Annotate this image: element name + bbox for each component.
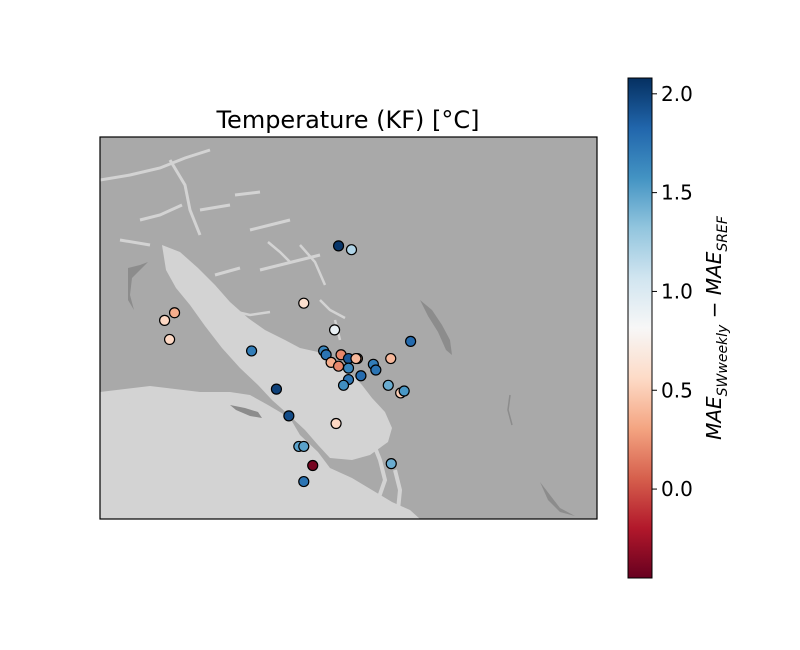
colorbar-label: MAESWweekly − MAESREF (702, 215, 731, 440)
map-frame (99, 136, 598, 520)
colorbar-ticks: 0.0 0.5 1.0 1.5 2.0 (652, 82, 693, 501)
map-area (100, 137, 597, 519)
station-point (398, 385, 410, 397)
georgia-strait-water (162, 245, 392, 460)
colorbar-tick-label: 0.0 (661, 477, 693, 501)
station-point (320, 349, 332, 361)
station-point (168, 307, 181, 319)
lake (420, 300, 452, 355)
station-point (283, 410, 295, 422)
station-point (350, 352, 362, 365)
colorbar-tick-label: 2.0 (661, 82, 693, 106)
station-point (370, 364, 382, 376)
inlet-water (100, 148, 321, 277)
chart-title: Temperature (KF) [°C] (215, 106, 479, 134)
station-point (330, 417, 342, 430)
colorbar: 0.0 0.5 1.0 1.5 2.0 MAESWweekly − MAESREF (627, 77, 731, 579)
station-point (385, 458, 397, 470)
colorbar-gradient (627, 77, 653, 579)
data-points (159, 240, 417, 488)
station-point (345, 244, 358, 256)
colorbar-tick-label: 0.5 (661, 378, 693, 402)
station-point (307, 459, 319, 472)
station-point (332, 360, 345, 372)
station-point (355, 370, 367, 382)
lake (540, 482, 575, 516)
station-point (163, 333, 176, 346)
station-point (298, 440, 310, 453)
station-point (337, 379, 350, 391)
station-point (328, 324, 341, 336)
puget-water (370, 439, 403, 519)
river (507, 394, 513, 426)
station-point (342, 362, 355, 374)
station-point (405, 335, 417, 347)
station-point (298, 475, 310, 488)
colorbar-tick-label: 1.0 (661, 279, 693, 303)
station-point (298, 297, 310, 309)
station-point (382, 379, 394, 391)
station-point (385, 352, 397, 365)
lake (230, 405, 262, 418)
station-point (159, 314, 171, 326)
station-point (332, 240, 345, 252)
station-point (270, 383, 283, 395)
colorbar-tick-label: 1.5 (661, 181, 693, 205)
lake (128, 262, 148, 310)
juan-de-fuca-water (100, 392, 215, 519)
station-point (245, 345, 258, 357)
